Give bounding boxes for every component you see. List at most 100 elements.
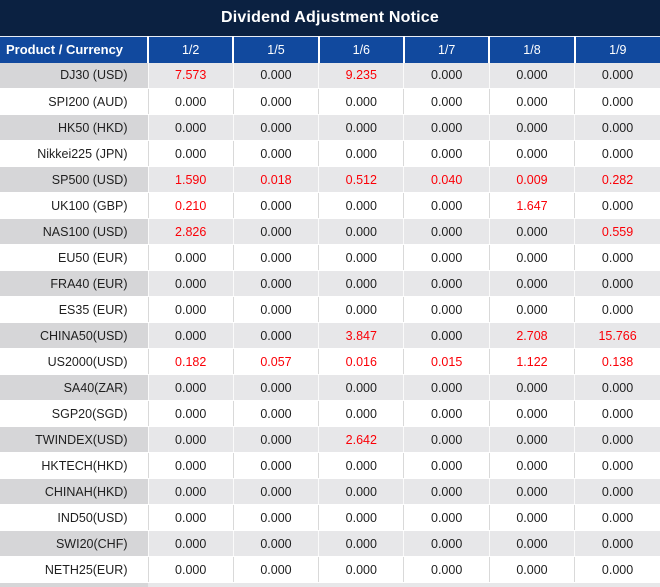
value-cell: 0.000: [488, 114, 575, 141]
product-cell: NAS100 (USD): [0, 218, 148, 245]
value-cell: 0.000: [232, 192, 319, 219]
value-cell: 0.000: [318, 374, 404, 401]
value-cell: 0.000: [147, 88, 234, 115]
value-cell: 0.000: [232, 62, 319, 89]
partial-product-cell: [0, 583, 148, 587]
value-cell: 0.000: [147, 452, 234, 479]
value-cell: 0.000: [488, 296, 575, 323]
value-cell: 0.000: [403, 88, 490, 115]
value-cell: 0.000: [403, 478, 490, 505]
product-cell: FRA40 (EUR): [0, 270, 148, 297]
value-cell: 0.512: [318, 166, 404, 193]
value-cell: 0.000: [574, 88, 660, 115]
value-cell: 0.000: [403, 400, 490, 427]
value-cell: 0.000: [318, 504, 404, 531]
value-cell: 0.000: [403, 218, 490, 245]
table-row: CHINA50(USD) 0.000 0.000 3.847 0.000 2.708 15.…: [0, 322, 660, 349]
value-cell: 0.000: [574, 504, 660, 531]
product-cell: US2000(USD): [0, 348, 148, 375]
value-cell: 0.000: [232, 218, 319, 245]
value-cell: 0.000: [574, 556, 660, 583]
value-cell: 0.000: [574, 270, 660, 297]
product-cell: SA40(ZAR): [0, 374, 148, 401]
product-cell: UK100 (GBP): [0, 192, 148, 219]
value-cell: 3.847: [318, 322, 404, 349]
value-cell: 0.000: [488, 374, 575, 401]
value-cell: 0.000: [318, 88, 404, 115]
value-cell: 0.000: [574, 244, 660, 271]
table-row: SPI200 (AUD) 0.000 0.000 0.000 0.000 0.000 0.0…: [0, 88, 660, 115]
table-row: HK50 (HKD) 0.000 0.000 0.000 0.000 0.000 0.000: [0, 114, 660, 141]
value-cell: 0.000: [147, 504, 234, 531]
table-row: UK100 (GBP) 0.210 0.000 0.000 0.000 1.647 0.00…: [0, 192, 660, 219]
table-row: SP500 (USD) 1.590 0.018 0.512 0.040 0.009 0.28…: [0, 166, 660, 193]
product-cell: ES35 (EUR): [0, 296, 148, 323]
product-cell: EU50 (EUR): [0, 244, 148, 271]
value-cell: 0.000: [318, 218, 404, 245]
product-column-header: Product / Currency: [0, 36, 148, 63]
table-row: CHINAH(HKD) 0.000 0.000 0.000 0.000 0.000 0.00…: [0, 478, 660, 505]
value-cell: 0.000: [488, 88, 575, 115]
date-column-header: 1/9: [573, 36, 660, 63]
value-cell: 0.000: [574, 400, 660, 427]
table-row: NETH25(EUR) 0.000 0.000 0.000 0.000 0.000 0.00…: [0, 556, 660, 583]
value-cell: 0.000: [232, 88, 319, 115]
value-cell: 0.000: [488, 140, 575, 167]
date-column-header: 1/7: [402, 36, 490, 63]
value-cell: 0.000: [147, 478, 234, 505]
product-cell: NETH25(EUR): [0, 556, 148, 583]
value-cell: 2.708: [488, 322, 575, 349]
product-cell: SPI200 (AUD): [0, 88, 148, 115]
value-cell: 0.282: [574, 166, 660, 193]
table-row: EU50 (EUR) 0.000 0.000 0.000 0.000 0.000 0.000: [0, 244, 660, 271]
value-cell: 0.000: [318, 114, 404, 141]
table-row: US2000(USD) 0.182 0.057 0.016 0.015 1.122 0.13…: [0, 348, 660, 375]
value-cell: 0.015: [403, 348, 490, 375]
value-cell: 15.766: [574, 322, 660, 349]
value-cell: 0.000: [147, 270, 234, 297]
title-bar: Dividend Adjustment Notice: [0, 0, 660, 36]
value-cell: 0.000: [147, 140, 234, 167]
product-cell: CHINA50(USD): [0, 322, 148, 349]
value-cell: 0.000: [574, 114, 660, 141]
value-cell: 0.040: [403, 166, 490, 193]
value-cell: 0.182: [147, 348, 234, 375]
value-cell: 0.000: [403, 114, 490, 141]
value-cell: 0.000: [147, 530, 234, 557]
value-cell: 0.210: [147, 192, 234, 219]
value-cell: 0.000: [232, 374, 319, 401]
value-cell: 0.000: [147, 322, 234, 349]
value-cell: 0.000: [147, 426, 234, 453]
value-cell: 9.235: [318, 62, 404, 89]
product-cell: SWI20(CHF): [0, 530, 148, 557]
value-cell: 0.000: [488, 556, 575, 583]
value-cell: 0.000: [403, 530, 490, 557]
value-cell: 0.016: [318, 348, 404, 375]
value-cell: 0.000: [488, 62, 575, 89]
value-cell: 0.000: [232, 114, 319, 141]
table-row: NAS100 (USD) 2.826 0.000 0.000 0.000 0.000 0.5…: [0, 218, 660, 245]
value-cell: 0.000: [488, 270, 575, 297]
product-cell: SGP20(SGD): [0, 400, 148, 427]
value-cell: 0.000: [232, 556, 319, 583]
value-cell: 0.000: [403, 322, 490, 349]
value-cell: 0.000: [574, 62, 660, 89]
value-cell: 0.000: [488, 218, 575, 245]
value-cell: 1.122: [488, 348, 575, 375]
value-cell: 0.057: [232, 348, 319, 375]
date-column-header: 1/2: [146, 36, 234, 63]
table-row: ES35 (EUR) 0.000 0.000 0.000 0.000 0.000 0.000: [0, 296, 660, 323]
product-cell: SP500 (USD): [0, 166, 148, 193]
product-cell: IND50(USD): [0, 504, 148, 531]
value-cell: 0.000: [488, 244, 575, 271]
value-cell: 0.000: [318, 192, 404, 219]
value-cell: 0.559: [574, 218, 660, 245]
table-row: DJ30 (USD) 7.573 0.000 9.235 0.000 0.000 0.000: [0, 62, 660, 89]
value-cell: 0.000: [574, 426, 660, 453]
value-cell: 0.000: [147, 114, 234, 141]
value-cell: 0.000: [403, 140, 490, 167]
value-cell: 0.000: [147, 296, 234, 323]
value-cell: 0.000: [574, 192, 660, 219]
value-cell: 0.000: [232, 296, 319, 323]
